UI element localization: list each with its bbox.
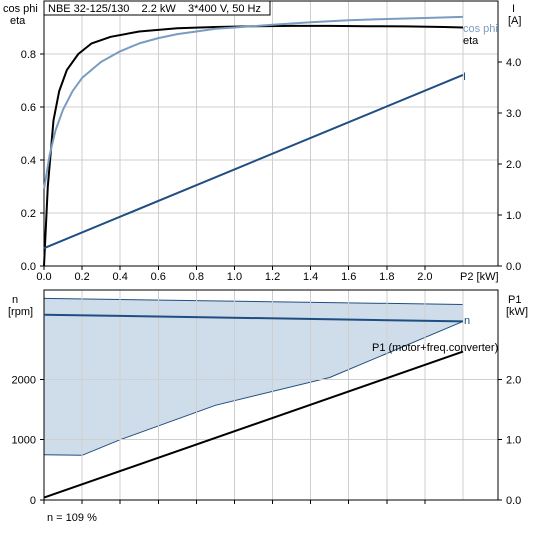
bottom-left-axis-label-1: n <box>12 294 18 306</box>
speed-percentage-note: n = 109 % <box>47 512 97 524</box>
series-line-eta <box>43 24 464 267</box>
top-x-tick-label: 0.8 <box>189 271 204 283</box>
legend-speed: n <box>464 315 470 327</box>
bottom-right-axis-label-1: P1 <box>508 294 521 306</box>
top-chart: cos phi eta I [A] NBE 32-125/130 2.2 kW … <box>3 0 522 283</box>
top-right-axis-label-1: I <box>512 3 515 15</box>
legend-eta: eta <box>463 35 479 47</box>
bottom-right-tick-label: 0.0 <box>506 495 521 507</box>
top-gridlines <box>44 1 498 266</box>
bottom-series-lines <box>43 313 464 499</box>
top-left-axis-label-1: cos phi <box>3 3 38 15</box>
top-right-tick-label: 4.0 <box>506 57 521 69</box>
top-left-axis-label-2: eta <box>10 15 26 27</box>
series-line-n <box>43 313 464 323</box>
top-right-axis-label-2: [A] <box>508 15 521 27</box>
top-x-tick-label: 1.4 <box>303 271 318 283</box>
top-right-tick-label: 3.0 <box>506 108 521 120</box>
series-line-cos-phi <box>43 15 464 190</box>
bottom-axis-ticks: 0 1000 2000 0.0 1.0 2.0 <box>12 374 522 507</box>
top-x-tick-label: 0.0 <box>36 271 51 283</box>
top-x-tick-label: 0.4 <box>113 271 128 283</box>
bottom-gridlines <box>44 290 498 500</box>
bottom-right-tick-label: 1.0 <box>506 435 521 447</box>
top-series-lines <box>43 15 464 267</box>
top-x-axis-label: P2 [kW] <box>460 271 499 283</box>
top-x-tick-label: 1.6 <box>341 271 356 283</box>
top-left-tick-label: 0.8 <box>21 49 36 61</box>
bottom-chart: n [rpm] P1 [kW] 0 1000 2000 0.0 1.0 2.0 n P1 … <box>8 289 528 524</box>
legend-current: I <box>463 71 466 83</box>
top-x-tick-label: 1.2 <box>265 271 280 283</box>
chart-title-box <box>43 0 271 16</box>
bottom-plot-frame <box>43 289 499 501</box>
top-x-tick-label: 0.6 <box>151 271 166 283</box>
speed-band-upper-edge <box>43 297 464 305</box>
top-right-tick-label: 0.0 <box>506 261 521 273</box>
series-line-i <box>43 73 464 250</box>
top-right-tick-label: 1.0 <box>506 210 521 222</box>
top-plot-frame <box>43 0 499 267</box>
bottom-left-tick-label: 1000 <box>12 435 36 447</box>
top-x-tick-label: 1.8 <box>379 271 394 283</box>
top-left-tick-label: 0.6 <box>21 102 36 114</box>
bottom-left-tick-label: 0 <box>30 495 36 507</box>
top-left-tick-label: 0.0 <box>21 261 36 273</box>
legend-cos-phi: cos phi <box>463 23 498 35</box>
top-x-tick-label: 2.0 <box>417 271 432 283</box>
top-x-tick-label: 0.2 <box>74 271 89 283</box>
speed-band-lower-edge <box>43 320 464 456</box>
bottom-right-tick-label: 2.0 <box>506 374 521 386</box>
bottom-left-tick-label: 2000 <box>12 374 36 386</box>
speed-range-band <box>43 297 464 456</box>
top-axis-ticks: 0.0 0.2 0.4 0.6 0.8 1.0 1.2 1.4 1.6 1.8 2.0 0.0 0.2 0… <box>21 49 522 283</box>
series-line-p1 <box>43 350 464 499</box>
speed-band-fill <box>44 298 463 456</box>
top-right-tick-label: 2.0 <box>506 159 521 171</box>
top-left-tick-label: 0.2 <box>21 208 36 220</box>
top-x-tick-label: 1.0 <box>227 271 242 283</box>
chart-title: NBE 32-125/130 2.2 kW 3*400 V, 50 Hz <box>48 3 261 15</box>
top-left-tick-label: 0.4 <box>21 155 36 167</box>
bottom-left-axis-label-2: [rpm] <box>8 306 33 318</box>
bottom-right-axis-label-2: [kW] <box>506 306 528 318</box>
legend-power-input: P1 (motor+freq.converter) <box>372 342 498 354</box>
